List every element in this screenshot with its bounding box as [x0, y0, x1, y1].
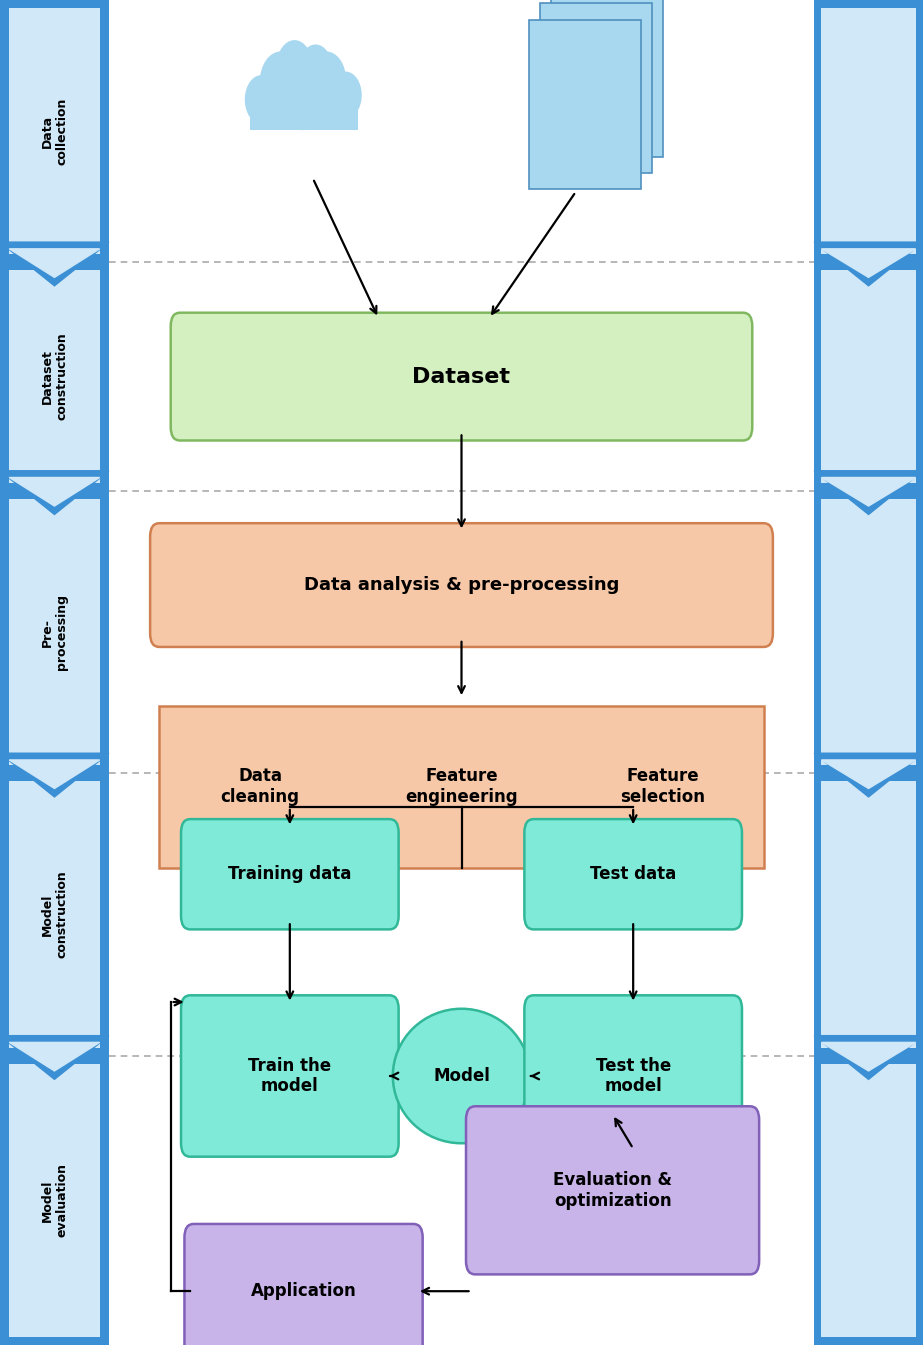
Text: Data
cleaning: Data cleaning	[221, 768, 300, 806]
Circle shape	[299, 44, 332, 93]
FancyBboxPatch shape	[150, 523, 773, 647]
Polygon shape	[9, 249, 100, 277]
FancyBboxPatch shape	[9, 270, 100, 483]
Bar	[249, 82, 357, 130]
Text: Train the
model: Train the model	[248, 1057, 331, 1095]
Text: Data
collection: Data collection	[41, 97, 68, 165]
FancyBboxPatch shape	[821, 1064, 916, 1337]
Polygon shape	[821, 760, 916, 788]
FancyBboxPatch shape	[0, 773, 109, 1056]
Text: Dataset
construction: Dataset construction	[41, 332, 68, 421]
FancyBboxPatch shape	[171, 313, 752, 441]
FancyBboxPatch shape	[524, 995, 742, 1157]
FancyBboxPatch shape	[814, 0, 923, 262]
Text: Data analysis & pre-processing: Data analysis & pre-processing	[304, 576, 619, 594]
FancyBboxPatch shape	[821, 499, 916, 765]
Circle shape	[306, 51, 346, 109]
Polygon shape	[814, 1036, 923, 1079]
Text: Test the
model: Test the model	[595, 1057, 671, 1095]
Circle shape	[245, 75, 279, 124]
FancyBboxPatch shape	[524, 819, 742, 929]
FancyBboxPatch shape	[814, 1056, 923, 1345]
FancyBboxPatch shape	[466, 1106, 759, 1275]
FancyBboxPatch shape	[0, 491, 109, 773]
FancyBboxPatch shape	[0, 1056, 109, 1345]
FancyBboxPatch shape	[0, 262, 109, 491]
FancyBboxPatch shape	[181, 995, 399, 1157]
Polygon shape	[9, 1042, 100, 1071]
Polygon shape	[821, 1042, 916, 1071]
Text: Feature
engineering: Feature engineering	[405, 768, 518, 806]
Text: Dataset: Dataset	[413, 367, 510, 386]
FancyBboxPatch shape	[9, 499, 100, 765]
Text: Test data: Test data	[590, 865, 677, 884]
FancyBboxPatch shape	[529, 20, 641, 188]
Polygon shape	[821, 477, 916, 506]
FancyBboxPatch shape	[9, 8, 100, 254]
Text: Model
construction: Model construction	[41, 870, 68, 959]
Polygon shape	[821, 249, 916, 277]
Circle shape	[277, 51, 330, 130]
Polygon shape	[9, 760, 100, 788]
Text: Training data: Training data	[228, 865, 352, 884]
Polygon shape	[9, 477, 100, 506]
FancyBboxPatch shape	[540, 3, 652, 172]
FancyBboxPatch shape	[821, 8, 916, 254]
FancyBboxPatch shape	[181, 819, 399, 929]
Circle shape	[259, 51, 302, 113]
Ellipse shape	[393, 1009, 530, 1143]
Polygon shape	[0, 242, 109, 286]
Polygon shape	[0, 1036, 109, 1079]
FancyBboxPatch shape	[9, 781, 100, 1048]
FancyBboxPatch shape	[821, 781, 916, 1048]
Polygon shape	[814, 753, 923, 796]
FancyBboxPatch shape	[185, 1224, 423, 1345]
FancyBboxPatch shape	[551, 0, 663, 156]
Text: Evaluation &
optimization: Evaluation & optimization	[553, 1171, 672, 1209]
FancyBboxPatch shape	[160, 706, 763, 868]
Text: Feature
selection: Feature selection	[620, 768, 705, 806]
Text: Model
evaluation: Model evaluation	[41, 1163, 68, 1237]
FancyBboxPatch shape	[0, 0, 109, 262]
FancyBboxPatch shape	[9, 1064, 100, 1337]
Text: Application: Application	[251, 1282, 356, 1301]
Circle shape	[277, 40, 313, 93]
Polygon shape	[0, 471, 109, 514]
FancyBboxPatch shape	[814, 262, 923, 491]
FancyBboxPatch shape	[814, 491, 923, 773]
Text: Model: Model	[433, 1067, 490, 1085]
Circle shape	[330, 71, 362, 118]
Polygon shape	[814, 471, 923, 514]
FancyBboxPatch shape	[814, 773, 923, 1056]
FancyBboxPatch shape	[821, 270, 916, 483]
Polygon shape	[0, 753, 109, 796]
Polygon shape	[814, 242, 923, 286]
Text: Pre-
processing: Pre- processing	[41, 594, 68, 670]
